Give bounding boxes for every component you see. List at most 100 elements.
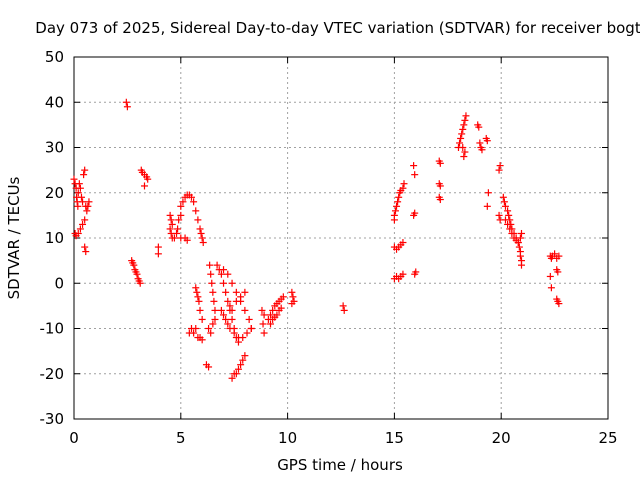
data-point xyxy=(224,270,232,278)
data-point xyxy=(436,182,444,190)
data-point xyxy=(210,297,218,305)
data-point xyxy=(207,270,215,278)
y-tick-label: 10 xyxy=(45,229,64,247)
data-point xyxy=(82,248,90,256)
data-point xyxy=(174,225,182,233)
data-point xyxy=(183,236,191,244)
y-tick-label: -30 xyxy=(40,410,65,428)
data-point xyxy=(259,320,267,328)
data-point xyxy=(484,189,492,197)
data-point xyxy=(461,148,469,156)
data-point xyxy=(399,270,407,278)
data-point xyxy=(288,300,296,308)
data-point xyxy=(206,261,214,269)
y-axis-label: SDTVAR / TECUs xyxy=(5,176,23,299)
data-point xyxy=(74,229,82,237)
data-point xyxy=(394,198,402,206)
data-point xyxy=(211,315,219,323)
data-point xyxy=(140,182,148,190)
data-point xyxy=(241,352,249,360)
data-point xyxy=(546,272,554,280)
data-point xyxy=(179,198,187,206)
plot-frame xyxy=(73,56,609,420)
data-point xyxy=(458,130,466,138)
data-point xyxy=(230,329,238,337)
data-point xyxy=(483,137,491,145)
data-point xyxy=(554,268,562,276)
data-point xyxy=(166,211,174,219)
data-point xyxy=(393,202,401,210)
data-point xyxy=(478,146,486,154)
data-point xyxy=(456,139,464,147)
data-point xyxy=(508,229,516,237)
data-point xyxy=(267,320,275,328)
data-point xyxy=(232,370,240,378)
data-point xyxy=(192,284,200,292)
data-point xyxy=(504,220,512,228)
data-point xyxy=(260,311,268,319)
data-point xyxy=(80,171,88,179)
data-point xyxy=(496,162,504,170)
data-point xyxy=(245,315,253,323)
data-point xyxy=(217,270,225,278)
data-point xyxy=(177,202,185,210)
y-tick-label: 40 xyxy=(45,93,64,111)
data-point xyxy=(399,239,407,247)
data-point xyxy=(224,297,232,305)
data-point xyxy=(483,202,491,210)
data-point xyxy=(84,202,92,210)
data-point xyxy=(74,202,82,210)
data-point xyxy=(195,297,203,305)
data-point xyxy=(226,302,234,310)
data-point xyxy=(194,293,202,301)
data-point xyxy=(411,171,419,179)
data-point xyxy=(501,202,509,210)
y-tick-label: -20 xyxy=(40,365,65,383)
data-point xyxy=(515,243,523,251)
data-point xyxy=(390,216,398,224)
data-point xyxy=(193,288,201,296)
data-point xyxy=(555,252,563,260)
data-point xyxy=(122,98,130,106)
data-point xyxy=(123,103,131,111)
data-point xyxy=(205,325,213,332)
data-point xyxy=(243,329,251,337)
data-point xyxy=(154,243,162,251)
data-point xyxy=(239,356,247,364)
grid xyxy=(74,57,608,419)
data-point xyxy=(476,139,484,147)
data-point xyxy=(514,239,522,247)
data-point xyxy=(504,207,512,215)
chart-title: Day 073 of 2025, Sidereal Day-to-day VTE… xyxy=(35,19,640,37)
data-point xyxy=(500,198,508,206)
data-point xyxy=(130,261,138,269)
data-point xyxy=(517,261,525,269)
data-point xyxy=(555,300,563,308)
x-tick-labels: 0 5 10 15 20 25 xyxy=(69,429,617,447)
data-point xyxy=(436,196,444,204)
data-point xyxy=(197,229,205,237)
data-point xyxy=(76,184,84,192)
data-point xyxy=(192,325,200,332)
data-point xyxy=(198,315,206,323)
data-point xyxy=(340,306,348,314)
data-point xyxy=(79,220,87,228)
data-point xyxy=(457,134,465,142)
data-point xyxy=(196,306,204,314)
data-point xyxy=(505,211,513,219)
data-point xyxy=(194,216,202,224)
data-point xyxy=(412,268,420,276)
data-point xyxy=(241,306,249,314)
x-tick-label: 25 xyxy=(598,429,617,447)
data-point xyxy=(222,288,230,296)
data-point xyxy=(501,216,509,224)
data-point xyxy=(83,207,91,215)
y-tick-label: 50 xyxy=(45,48,64,66)
data-points xyxy=(70,98,563,382)
data-point xyxy=(81,216,89,224)
x-tick-label: 15 xyxy=(385,429,404,447)
data-point xyxy=(224,320,232,328)
data-point xyxy=(175,216,183,224)
data-point xyxy=(79,198,87,206)
data-point xyxy=(247,325,255,332)
